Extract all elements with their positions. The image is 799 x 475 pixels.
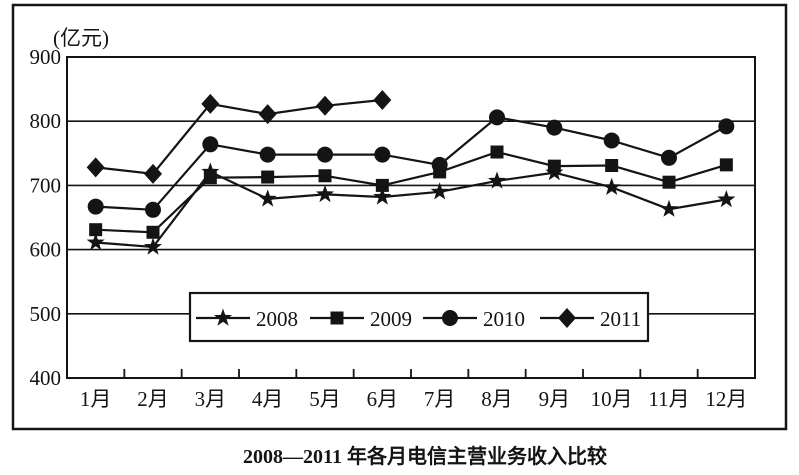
series-line-2010 <box>95 116 727 211</box>
point-2008-m3 <box>201 162 220 180</box>
legend-marker-square <box>330 311 344 325</box>
point-2010-m5 <box>317 146 333 163</box>
point-2011-m1 <box>86 157 105 178</box>
point-2008-m11 <box>660 199 678 217</box>
point-2009-m2 <box>146 225 160 239</box>
point-2009-m1 <box>89 223 103 237</box>
x-tick-label-7: 7月 <box>424 387 456 411</box>
point-2008-m6 <box>373 187 392 205</box>
point-2009-m3 <box>203 171 217 185</box>
legend-label-2009: 2009 <box>370 307 412 331</box>
point-2008-m4 <box>258 189 277 207</box>
x-tick-label-9: 9月 <box>539 387 571 411</box>
point-2009-m10 <box>605 158 619 172</box>
legend-label-2008: 2008 <box>256 307 298 331</box>
y-axis-unit-label: (亿元) <box>53 26 109 50</box>
series-line-2009 <box>95 150 727 234</box>
point-2011-m3 <box>201 93 220 114</box>
point-2008-m10 <box>602 177 621 195</box>
point-2008-m7 <box>430 182 449 200</box>
series-line-2008 <box>95 170 727 249</box>
point-2008-m5 <box>316 184 334 203</box>
point-2008-m8 <box>488 171 506 189</box>
point-2010-m10 <box>603 132 620 149</box>
point-2009-m8 <box>490 145 504 159</box>
point-2010-m7 <box>431 156 448 173</box>
point-2010-m6 <box>374 146 391 163</box>
point-2008-m1 <box>86 233 105 251</box>
chart-title: 2008—2011 年各月电信主营业务收入比较 <box>243 444 607 468</box>
x-tick-label-10: 10月 <box>591 387 633 411</box>
point-2010-m8 <box>489 109 505 126</box>
point-2010-m1 <box>87 198 104 215</box>
x-tick-label-11: 11月 <box>648 387 689 411</box>
y-tick-label-700: 700 <box>30 173 62 197</box>
legend-marker-circle <box>442 310 458 326</box>
series-line-2011 <box>95 98 383 175</box>
y-tick-label-400: 400 <box>30 366 62 390</box>
point-2011-m2 <box>144 163 162 184</box>
x-tick-label-4: 4月 <box>252 387 284 411</box>
point-2008-m2 <box>144 237 162 255</box>
chart-outer-frame <box>11 3 788 431</box>
y-tick-label-800: 800 <box>30 109 62 133</box>
point-2009-m4 <box>261 170 275 184</box>
x-tick-label-1: 1月 <box>80 387 112 411</box>
plot-area: 900 800 700 600 500 400 1月 2月 3月 4月 5月 6月 7月 8月 9月 10月 1… <box>30 45 756 411</box>
point-2010-m2 <box>145 201 161 218</box>
legend-label-2010: 2010 <box>483 307 525 331</box>
x-tick-label-12: 12月 <box>705 387 747 411</box>
point-2009-m12 <box>719 158 733 172</box>
y-tick-label-600: 600 <box>30 238 62 262</box>
point-2011-m4 <box>258 104 277 125</box>
x-tick-label-5: 5月 <box>309 387 341 411</box>
point-2008-m12 <box>717 190 736 208</box>
x-tick-label-3: 3月 <box>195 387 227 411</box>
point-2011-m5 <box>316 95 334 116</box>
point-2009-m9 <box>547 159 561 173</box>
y-tick-label-500: 500 <box>30 302 62 326</box>
x-tick-label-2: 2月 <box>137 387 169 411</box>
x-tick-label-6: 6月 <box>367 387 399 411</box>
legend-label-2011: 2011 <box>600 307 641 331</box>
y-tick-label-900: 900 <box>30 45 62 69</box>
x-tick-label-8: 8月 <box>481 387 513 411</box>
legend-marker-diamond <box>558 308 576 328</box>
point-2009-m5 <box>318 169 332 183</box>
point-2009-m11 <box>662 175 676 189</box>
point-2010-m3 <box>202 136 219 153</box>
legend-marker-star <box>214 308 232 326</box>
point-2011-m6 <box>373 90 392 111</box>
point-2010-m11 <box>661 149 677 166</box>
point-2010-m4 <box>259 146 276 163</box>
point-2009-m6 <box>375 178 389 192</box>
point-2010-m12 <box>718 118 735 135</box>
point-2010-m9 <box>546 119 563 136</box>
